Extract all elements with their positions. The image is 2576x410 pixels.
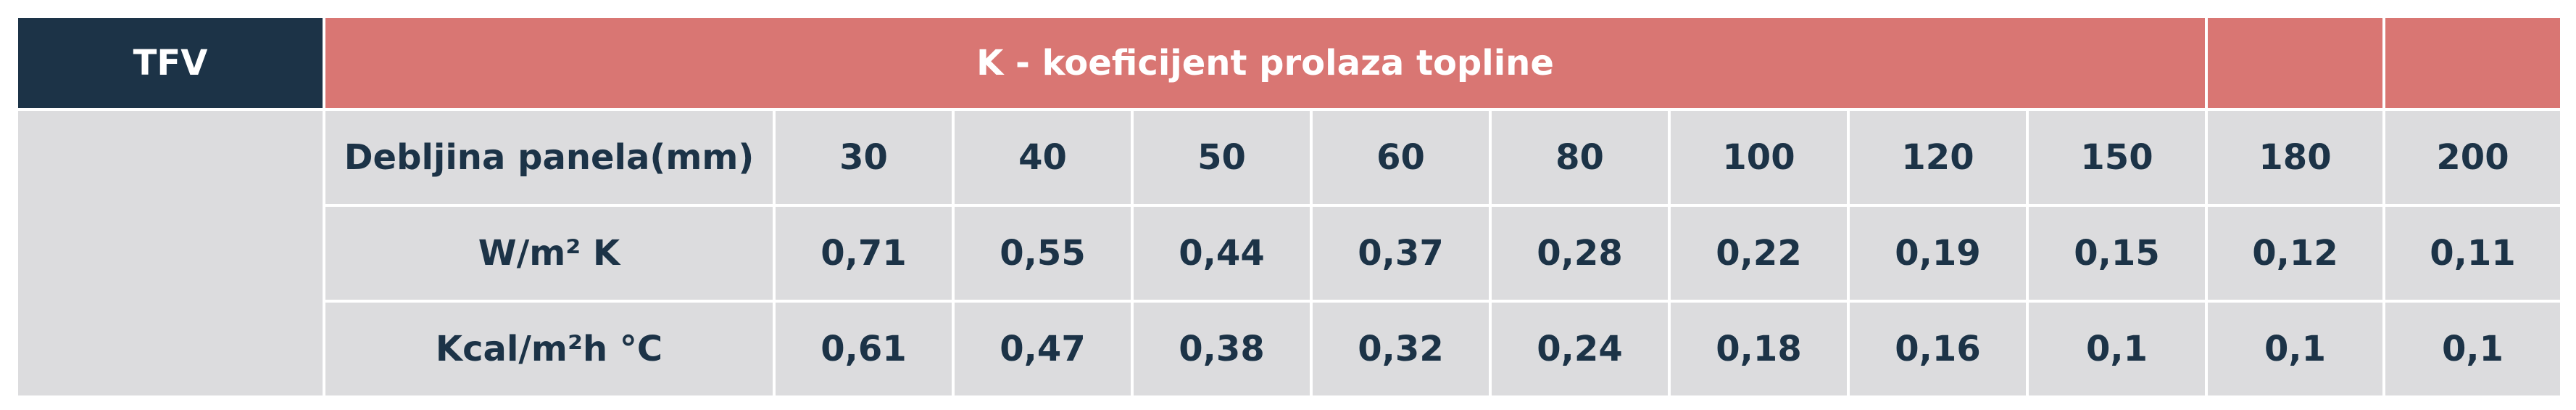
value-cell: 0,19 (1847, 204, 2029, 303)
header-title: K - koeficijent prolaza topline (323, 15, 2208, 111)
value-cell: 0,55 (952, 204, 1134, 303)
row-label: W/m² K (323, 204, 776, 303)
header-row: TFV K - koeficijent prolaza topline (15, 15, 2563, 111)
value-cell: 150 (2026, 108, 2208, 207)
value-cell: 0,15 (2026, 204, 2208, 303)
value-cell: 100 (1668, 108, 1850, 207)
value-cell: 0,47 (952, 300, 1134, 398)
value-cell: 0,44 (1131, 204, 1313, 303)
value-cell: 0,22 (1668, 204, 1850, 303)
value-cell: 60 (1310, 108, 1492, 207)
table-row: W/m² K 0,71 0,55 0,44 0,37 0,28 0,22 0,19 0,15 0,… (17, 204, 2563, 303)
value-cell: 0,1 (2205, 300, 2385, 398)
value-cell: 40 (952, 108, 1134, 207)
value-cell: 0,11 (2382, 204, 2563, 303)
value-cell: 0,61 (773, 300, 955, 398)
table-row: Kcal/m²h °C 0,61 0,47 0,38 0,32 0,24 0,18 0,16 0… (17, 300, 2563, 398)
value-cell: 0,24 (1489, 300, 1671, 398)
value-cell: 0,1 (2026, 300, 2208, 398)
header-cell (2382, 15, 2563, 111)
value-cell: 0,1 (2382, 300, 2563, 398)
value-cell: 0,32 (1310, 300, 1492, 398)
value-cell: 200 (2382, 108, 2563, 207)
value-cell: 50 (1131, 108, 1313, 207)
value-cell: 30 (773, 108, 955, 207)
value-cell: 0,38 (1131, 300, 1313, 398)
header-cell (2205, 15, 2385, 111)
tfv-cell: TFV (15, 15, 325, 111)
value-cell: 180 (2205, 108, 2385, 207)
value-cell: 0,28 (1489, 204, 1671, 303)
value-cell: 0,18 (1668, 300, 1850, 398)
value-cell: 0,71 (773, 204, 955, 303)
row-label: Debljina panela(mm) (323, 108, 776, 207)
value-cell: 0,16 (1847, 300, 2029, 398)
value-cell: 120 (1847, 108, 2029, 207)
table-body: TFV K - koeficijent prolaza topline Debl… (15, 15, 2563, 398)
value-cell: 80 (1489, 108, 1671, 207)
value-cell: 0,37 (1310, 204, 1492, 303)
table-row: Debljina panela(mm) 30 40 50 60 80 100 120 150 18… (15, 108, 2563, 398)
side-cell (15, 108, 325, 398)
row-label: Kcal/m²h °C (323, 300, 776, 398)
k-table: TFV K - koeficijent prolaza topline Debl… (15, 15, 2563, 398)
value-cell: 0,12 (2205, 204, 2385, 303)
